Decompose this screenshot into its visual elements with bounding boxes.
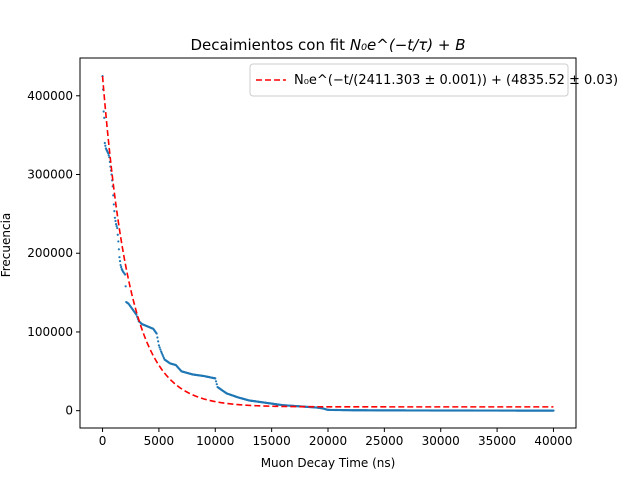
data-point (118, 256, 121, 259)
plot-area (101, 75, 555, 412)
data-point (120, 265, 123, 269)
data-point (104, 144, 107, 147)
data-point (117, 240, 120, 243)
fit-curve-line (101, 76, 554, 408)
x-tick-label: 10000 (196, 434, 234, 448)
x-tick-label: 40000 (534, 434, 572, 448)
legend-frame (249, 63, 569, 97)
data-point (116, 233, 119, 236)
data-point (135, 313, 138, 316)
svg-text:Decaimientos con fit N₀e^(−t/τ: Decaimientos con fit N₀e^(−t/τ) + B (190, 36, 465, 54)
data-point (157, 340, 160, 343)
data-point (103, 116, 106, 119)
y-tick-label: 100000 (27, 325, 73, 339)
legend-label-fit: N₀e^(−t/(2411.303 ± 0.001)) + (4835.52 ±… (294, 73, 618, 88)
data-point (107, 152, 110, 155)
data-point (112, 194, 115, 197)
data-point (214, 377, 217, 380)
data-point (117, 248, 120, 251)
data-point (155, 332, 158, 335)
x-tick-label: 35000 (478, 434, 516, 448)
data-point (118, 260, 122, 263)
data-point (113, 210, 116, 213)
legend: N₀e^(−t/(2411.303 ± 0.001)) + (4835.52 ±… (249, 63, 618, 97)
data-point (123, 273, 127, 276)
data-point (114, 219, 117, 223)
data-point (124, 285, 127, 288)
chart-title-text: Decaimientos con fit (190, 36, 349, 54)
x-tick-label: 25000 (365, 434, 403, 448)
x-axis-label: Muon Decay Time (ns) (261, 456, 396, 470)
data-point (215, 383, 218, 386)
data-point (157, 344, 161, 347)
data-point (119, 263, 122, 267)
y-tick-label: 300000 (27, 168, 73, 182)
data-point (102, 110, 105, 113)
chart-title: Decaimientos con fit N₀e^(−t/τ) + B (190, 36, 465, 54)
data-point (552, 409, 555, 412)
data-point (214, 380, 218, 383)
data-point (159, 348, 162, 351)
y-tick-label: 400000 (27, 89, 73, 103)
axes: 0 5000 10000 15000 20000 25000 30000 35000 40000… (27, 57, 577, 448)
data-point (158, 346, 161, 349)
y-tick-label: 200000 (27, 246, 73, 260)
data-point (115, 224, 118, 228)
x-tick-label: 20000 (309, 434, 347, 448)
data-point (113, 216, 117, 219)
x-tick-label: 15000 (253, 434, 291, 448)
x-tick-label: 0 (99, 434, 107, 448)
y-axis-label: Frecuencia (0, 213, 13, 278)
data-point (116, 226, 119, 230)
data-point (156, 336, 159, 339)
y-tick-label: 0 (65, 404, 73, 418)
data-point (112, 203, 115, 206)
x-tick-label: 5000 (144, 434, 175, 448)
chart-title-math: N₀e^(−t/τ) + B (350, 36, 466, 54)
x-tick-label: 30000 (422, 434, 460, 448)
data-point (114, 223, 118, 226)
data-point (107, 154, 110, 157)
data-point (103, 141, 106, 145)
